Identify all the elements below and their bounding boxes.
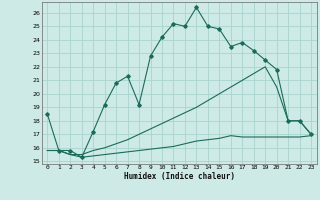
X-axis label: Humidex (Indice chaleur): Humidex (Indice chaleur) <box>124 172 235 181</box>
